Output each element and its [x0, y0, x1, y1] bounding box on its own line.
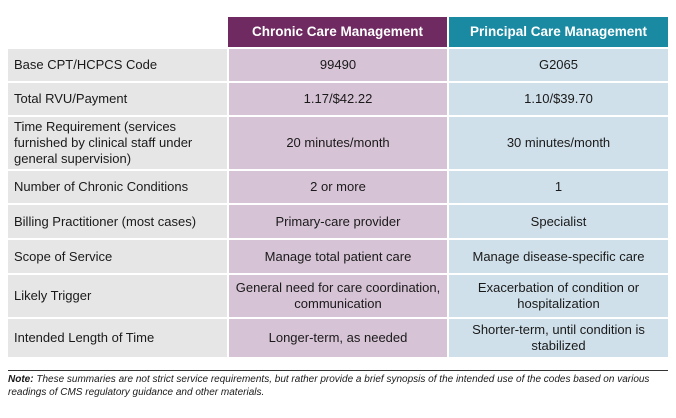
pcm-cell: 30 minutes/month — [448, 116, 668, 171]
row-label: Number of Chronic Conditions — [8, 170, 229, 205]
row-label: Likely Trigger — [8, 274, 229, 319]
table-header-row: Chronic Care Management Principal Care M… — [8, 17, 668, 48]
pcm-cell: Manage disease-specific care — [448, 239, 668, 275]
ccm-cell: 2 or more — [228, 170, 449, 205]
note-divider — [8, 370, 668, 371]
table-row: Number of Chronic Conditions 2 or more 1 — [8, 170, 668, 205]
header-blank — [8, 17, 228, 48]
table-row: Likely Trigger General need for care coo… — [8, 274, 668, 319]
comparison-table: Chronic Care Management Principal Care M… — [8, 17, 668, 359]
table-row: Time Requirement (services furnished by … — [8, 116, 668, 171]
ccm-cell: Primary-care provider — [228, 204, 449, 240]
table-row: Scope of Service Manage total patient ca… — [8, 239, 668, 275]
note-prefix: Note: — [8, 374, 34, 385]
row-label: Billing Practitioner (most cases) — [8, 204, 229, 240]
comparison-table-wrapper: Chronic Care Management Principal Care M… — [8, 17, 668, 359]
footnote: Note: These summaries are not strict ser… — [8, 373, 668, 399]
pcm-cell: Exacerbation of condition or hospitaliza… — [448, 274, 668, 319]
ccm-cell: 1.17/$42.22 — [228, 82, 449, 117]
row-label: Time Requirement (services furnished by … — [8, 116, 229, 171]
table-row: Base CPT/HCPCS Code 99490 G2065 — [8, 47, 668, 83]
table-row: Total RVU/Payment 1.17/$42.22 1.10/$39.7… — [8, 82, 668, 117]
ccm-cell: 99490 — [228, 47, 449, 83]
ccm-cell: Manage total patient care — [228, 239, 449, 275]
pcm-cell: 1.10/$39.70 — [448, 82, 668, 117]
row-label: Intended Length of Time — [8, 318, 229, 359]
ccm-cell: General need for care coordination, comm… — [228, 274, 449, 319]
header-principal-care-management: Principal Care Management — [448, 17, 668, 48]
pcm-cell: Specialist — [448, 204, 668, 240]
header-chronic-care-management: Chronic Care Management — [228, 17, 449, 48]
note-text: These summaries are not strict service r… — [8, 374, 650, 398]
row-label: Scope of Service — [8, 239, 229, 275]
pcm-cell: G2065 — [448, 47, 668, 83]
ccm-cell: Longer-term, as needed — [228, 318, 449, 359]
pcm-cell: Shorter-term, until condition is stabili… — [448, 318, 668, 359]
pcm-cell: 1 — [448, 170, 668, 205]
ccm-cell: 20 minutes/month — [228, 116, 449, 171]
table-row: Billing Practitioner (most cases) Primar… — [8, 204, 668, 240]
row-label: Base CPT/HCPCS Code — [8, 47, 229, 83]
table-row: Intended Length of Time Longer-term, as … — [8, 318, 668, 359]
row-label: Total RVU/Payment — [8, 82, 229, 117]
